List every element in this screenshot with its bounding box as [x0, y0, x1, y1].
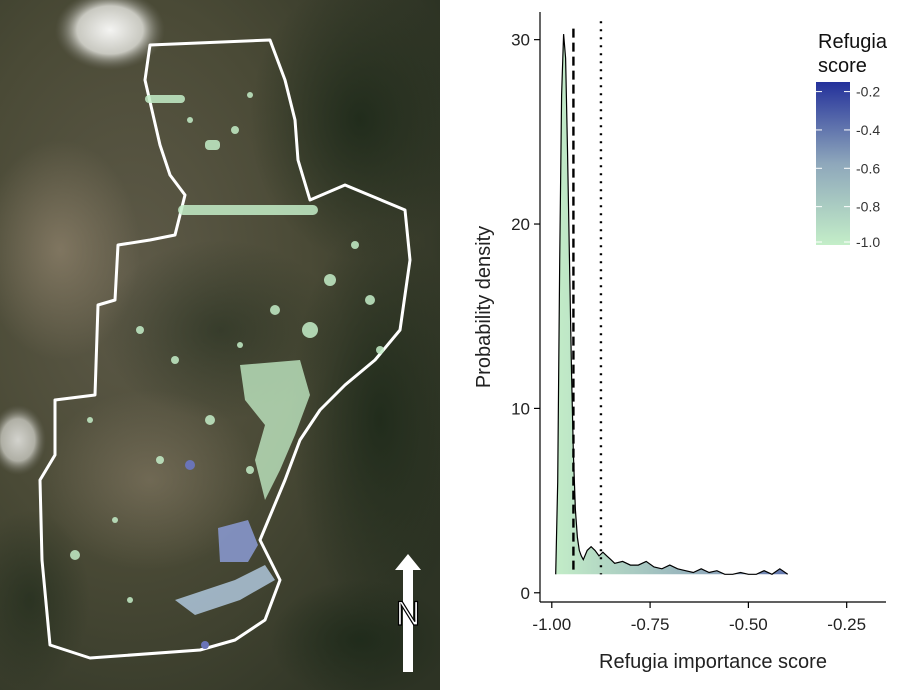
- density-line: [555, 34, 789, 575]
- legend-tick-label: -0.4: [856, 122, 880, 138]
- x-tick-label: -1.00: [532, 615, 571, 634]
- refugia-patch-high: [185, 460, 195, 470]
- terrain-patch: [270, 580, 440, 690]
- x-tick-label: -0.50: [729, 615, 768, 634]
- x-tick-label: -0.25: [827, 615, 866, 634]
- north-arrow: N: [395, 554, 421, 672]
- refugia-patch-high: [201, 641, 209, 649]
- legend-colorbar: [816, 82, 850, 245]
- y-tick-label: 10: [511, 399, 530, 418]
- legend-ticks: -0.2 -0.4 -0.6 -0.8 -1.0: [816, 84, 880, 250]
- x-tick-label: -0.75: [631, 615, 670, 634]
- legend-tick-label: -0.6: [856, 160, 880, 176]
- y-tick-label: 0: [521, 584, 530, 603]
- terrain-patch: [40, 390, 260, 570]
- satellite-map: N: [0, 0, 440, 690]
- north-label: N: [396, 595, 421, 633]
- refugia-patch-high: [175, 565, 275, 615]
- refugia-patches: [70, 92, 384, 603]
- legend-tick-label: -0.8: [856, 199, 880, 215]
- snow-peak: [0, 405, 46, 475]
- legend-tick-label: -0.2: [856, 84, 880, 100]
- y-tick-label: 30: [511, 31, 530, 50]
- legend-title: score: [818, 55, 867, 77]
- density-area: [555, 34, 788, 575]
- legend-tick-label: -1.0: [856, 234, 880, 250]
- north-arrow-icon: [395, 554, 421, 672]
- legend: Refugia score -0.2 -0.4 -0.6 -0.8 -1.0: [816, 31, 888, 250]
- legend-title: Refugia: [818, 31, 888, 53]
- x-axis-label: Refugia importance score: [599, 651, 827, 673]
- y-axis-ticks: 0 10 20 30: [511, 31, 540, 603]
- density-chart: -1.00 -0.75 -0.50 -0.25 0 10 20 30 Refugia imp…: [473, 12, 888, 673]
- snow-peak: [55, 0, 165, 70]
- y-axis-label: Probability density: [473, 226, 495, 388]
- plot-area: [555, 21, 789, 575]
- terrain-patch: [250, 0, 440, 260]
- x-axis-ticks: -1.00 -0.75 -0.50 -0.25: [532, 602, 866, 634]
- y-tick-label: 20: [511, 215, 530, 234]
- study-area-boundary: [38, 38, 412, 660]
- refugia-patch-high: [218, 520, 258, 562]
